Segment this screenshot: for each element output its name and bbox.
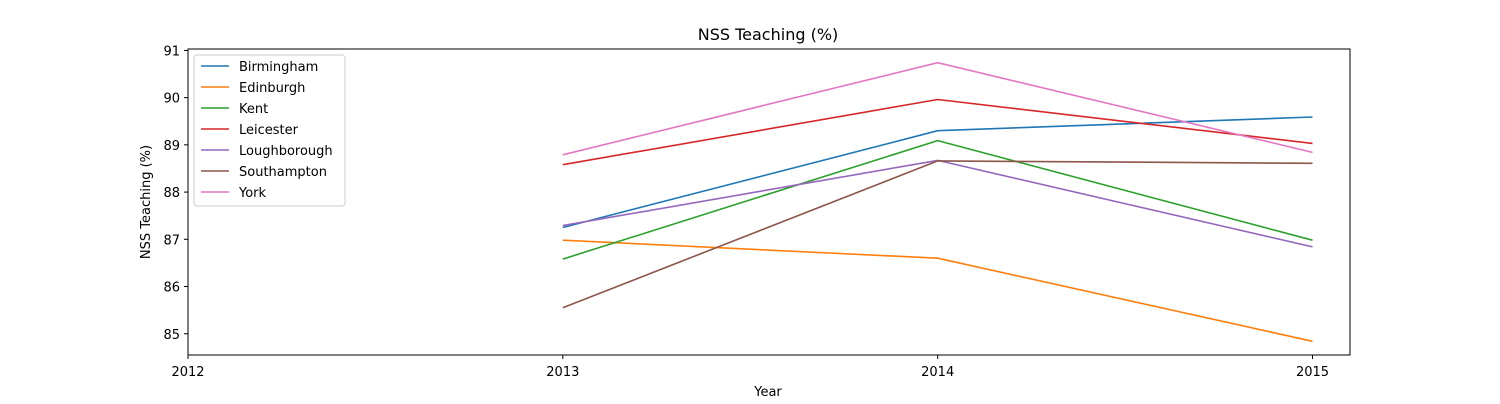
y-tick-label: 85 bbox=[163, 328, 180, 343]
series-line-york bbox=[562, 61, 1313, 156]
y-tick-label: 88 bbox=[163, 186, 180, 201]
legend-label: Edinburgh bbox=[239, 81, 305, 96]
y-tick-label: 90 bbox=[163, 92, 180, 107]
legend-label: Southampton bbox=[239, 165, 327, 180]
y-tick-label: 89 bbox=[163, 139, 180, 154]
axis-ticks: 2012 2013 2014 2015 85 86 87 88 89 90 91 bbox=[163, 44, 1329, 380]
x-tick-label: 2012 bbox=[171, 365, 204, 380]
plot-area bbox=[562, 61, 1313, 343]
legend-label: York bbox=[238, 186, 267, 201]
series-line-loughborough bbox=[562, 159, 1313, 248]
x-tick-label: 2013 bbox=[546, 365, 579, 380]
y-tick-label: 86 bbox=[163, 281, 180, 296]
y-tick-label: 87 bbox=[163, 233, 180, 248]
chart-title: NSS Teaching (%) bbox=[698, 25, 839, 44]
x-axis-label: Year bbox=[753, 385, 782, 400]
x-tick-label: 2014 bbox=[921, 365, 954, 380]
y-axis-label: NSS Teaching (%) bbox=[139, 145, 154, 259]
legend-items: Birmingham Edinburgh Kent Leicester Loughbor… bbox=[201, 60, 333, 201]
series-line-edinburgh bbox=[562, 239, 1313, 343]
series-line-birmingham bbox=[562, 116, 1313, 229]
legend-label: Loughborough bbox=[239, 144, 333, 159]
legend-label: Leicester bbox=[239, 123, 299, 138]
legend-box bbox=[193, 54, 346, 207]
x-tick-label: 2015 bbox=[1296, 365, 1329, 380]
axes-frame bbox=[187, 48, 1351, 356]
y-tick-label: 91 bbox=[163, 44, 180, 59]
series-line-kent bbox=[562, 139, 1313, 260]
legend-label: Kent bbox=[239, 102, 268, 117]
series-line-southampton bbox=[562, 160, 1313, 309]
legend-label: Birmingham bbox=[239, 60, 318, 75]
series-line-leicester bbox=[562, 98, 1313, 166]
legend: Birmingham Edinburgh Kent Leicester Loughbor… bbox=[193, 54, 346, 207]
